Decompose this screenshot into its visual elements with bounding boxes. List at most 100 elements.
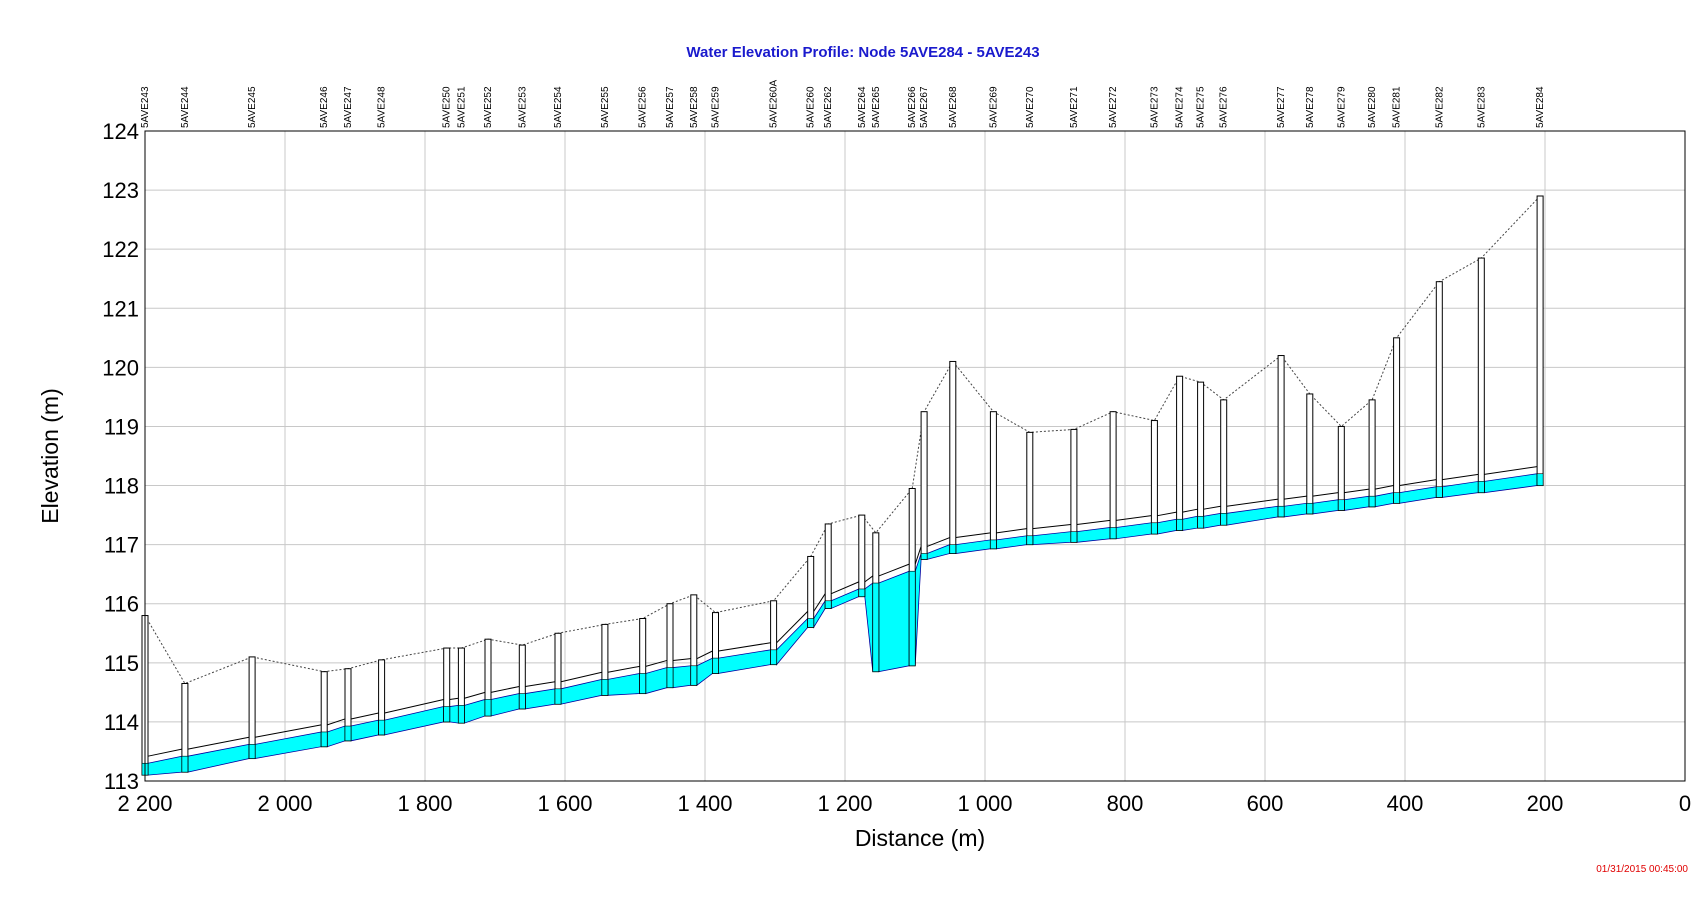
manhole-water (920, 553, 928, 560)
node-label: 5AVE257 (665, 86, 676, 128)
water-segment (1483, 473, 1538, 494)
manhole-water (1026, 535, 1034, 545)
manhole (1220, 399, 1228, 526)
manhole (1070, 428, 1078, 543)
manhole (248, 656, 256, 760)
conduit-crown (1032, 524, 1071, 530)
manhole-water (666, 667, 674, 688)
node-label: 5AVE265 (871, 86, 882, 128)
y-tick-label: 114 (104, 710, 139, 735)
manhole-water (1536, 473, 1544, 486)
manhole-water (1368, 495, 1376, 508)
node-label: 5AVE245 (247, 86, 258, 128)
y-tick-label: 119 (104, 414, 139, 439)
water-segment (926, 544, 951, 560)
manhole (1277, 355, 1285, 518)
x-tick-label: 1 800 (397, 791, 452, 816)
manhole-water (443, 706, 451, 723)
conduit-crown (255, 724, 322, 738)
y-axis-ticks: 113 114 115 116 117 118 119 120 121 122 123 124 (102, 119, 139, 794)
water-segment (1157, 518, 1177, 535)
node-label: 5AVE273 (1149, 86, 1160, 128)
conduit-crown (926, 537, 950, 547)
node-label: 5AVE270 (1025, 86, 1036, 128)
manhole-water (858, 588, 866, 597)
conduit-crown (1312, 492, 1339, 497)
node-label: 5AVE247 (343, 86, 354, 128)
manhole (824, 523, 832, 609)
node-label: 5AVE279 (1336, 86, 1347, 128)
manhole-water (990, 539, 997, 550)
manhole (1368, 399, 1376, 508)
manhole-water (872, 582, 880, 672)
conduit-crown (996, 528, 1027, 534)
manhole (1197, 381, 1205, 529)
manhole-water (1220, 513, 1227, 526)
conduit-crown (1226, 498, 1279, 507)
conduit-crown (350, 712, 379, 720)
manhole-water (1109, 527, 1117, 540)
x-tick-label: 200 (1527, 791, 1564, 816)
node-label: 5AVE244 (180, 86, 191, 128)
manhole-water (484, 699, 492, 717)
water-segment (187, 743, 250, 773)
water-segment (996, 535, 1028, 550)
manhole (1435, 281, 1443, 498)
water-segment (350, 719, 380, 742)
x-tick-label: 0 (1679, 791, 1691, 816)
chart-title: Water Elevation Profile: Node 5AVE284 - … (686, 44, 1039, 61)
conduit-crown (1284, 495, 1307, 500)
manhole-water (554, 688, 562, 705)
node-label: 5AVE280 (1367, 86, 1378, 128)
y-tick-label: 123 (102, 178, 139, 203)
manhole (920, 411, 928, 560)
manhole (1109, 411, 1117, 540)
manhole (1393, 337, 1401, 504)
node-label: 5AVE256 (638, 86, 649, 128)
y-tick-label: 118 (104, 474, 139, 499)
conduit-crown (147, 748, 183, 757)
manhole-water (1338, 499, 1345, 511)
water-segment (1283, 502, 1308, 518)
manhole (989, 411, 997, 550)
water-segment (672, 665, 692, 689)
water-segment (645, 667, 668, 695)
ground-line (144, 195, 1541, 685)
manhole (1337, 425, 1345, 511)
conduit-crown (464, 691, 486, 699)
y-tick-label: 122 (102, 237, 139, 262)
conduit-crown (327, 718, 346, 726)
conduit-crown (645, 659, 668, 667)
node-label: 5AVE262 (823, 86, 834, 128)
water-segment (878, 570, 910, 673)
water-segment (147, 755, 183, 776)
water-segment (1374, 492, 1394, 508)
node-label: 5AVE268 (948, 86, 959, 128)
water-segment (524, 688, 556, 710)
node-label: 5AVE259 (711, 86, 722, 128)
timestamp: 01/31/2015 00:45:00 (1596, 864, 1688, 875)
node-label: 5AVE274 (1175, 86, 1186, 128)
manhole-water (518, 693, 526, 710)
node-label: 5AVE278 (1305, 86, 1316, 128)
manhole (1150, 420, 1158, 535)
conduit-crown (914, 546, 922, 565)
conduit-crown (813, 593, 826, 612)
node-label: 5AVE283 (1476, 86, 1487, 128)
conduit-crown (718, 642, 771, 652)
water-segment (718, 649, 771, 674)
x-tick-label: 800 (1107, 791, 1144, 816)
water-segment (560, 678, 603, 705)
node-label: 5AVE250 (442, 86, 453, 128)
node-label: 5AVE275 (1196, 86, 1207, 128)
node-label: 5AVE272 (1108, 86, 1119, 128)
manhole-water (1393, 492, 1400, 504)
water-segment (1312, 499, 1339, 515)
node-label: 5AVE277 (1276, 86, 1287, 128)
y-tick-label: 120 (102, 355, 139, 380)
conduit-crown (1157, 511, 1177, 517)
manhole-water (458, 705, 465, 724)
grid (144, 130, 1686, 782)
conduit-crown (1182, 508, 1198, 513)
